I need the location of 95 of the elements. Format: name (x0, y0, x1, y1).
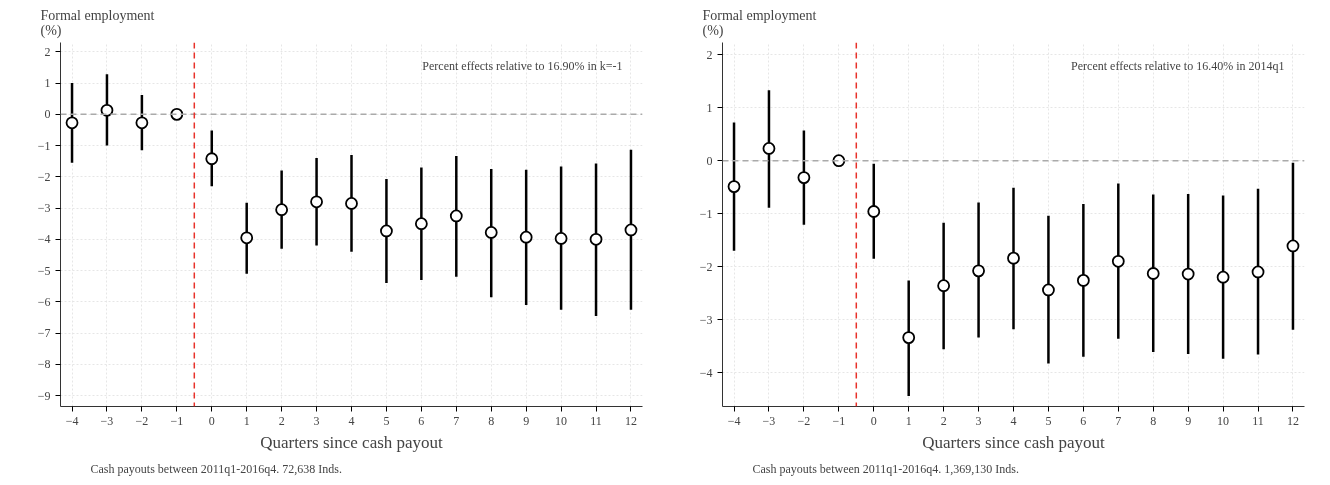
point (1146, 267, 1160, 280)
x-axis-title: Quarters since cash payout (922, 432, 1106, 452)
x-tick-label: 12 (624, 413, 637, 428)
x-tick-label: 3 (975, 413, 982, 428)
x-tick-label: 8 (1150, 413, 1157, 428)
point (762, 142, 776, 155)
y-tick-label: −5 (37, 263, 51, 278)
x-tick-label: 3 (313, 413, 320, 428)
x-tick-label: 1 (905, 413, 912, 428)
point (310, 195, 323, 209)
x-tick-label: −4 (727, 413, 741, 428)
point (484, 226, 498, 239)
x-tick-label: 5 (383, 413, 390, 428)
x-tick-label: 5 (1045, 413, 1052, 428)
y-tick-label: −6 (37, 294, 51, 309)
point (519, 230, 533, 244)
y-tick-label: −1 (699, 206, 713, 221)
y-tick-label: −3 (37, 201, 51, 216)
y-tick-label: 2 (44, 44, 51, 59)
annotation: Percent effects relative to 16.40% in 2014q1 (1071, 58, 1285, 73)
point (589, 232, 603, 246)
x-tick-label: 10 (1217, 413, 1230, 428)
x-tick-label: 6 (1080, 413, 1087, 428)
y-axis-title: Formal employment (%) (40, 7, 155, 39)
point (1007, 251, 1020, 265)
point (867, 205, 881, 218)
x-tick-label: 0 (208, 413, 215, 428)
y-tick-label: −4 (37, 232, 51, 247)
point (135, 116, 149, 130)
x-tick-label: −1 (170, 413, 184, 428)
y-tick-label: 0 (706, 153, 713, 168)
annotation: Percent effects relative to 16.90% in k=-1 (422, 58, 623, 73)
x-tick-label: −4 (65, 413, 79, 428)
x-tick-label: 0 (870, 413, 877, 428)
x-tick-label: −3 (762, 413, 776, 428)
text: Cash payouts between 2011q1-2016q4. 72,638 Inds. (90, 461, 343, 476)
point (1042, 283, 1055, 297)
point (414, 217, 428, 231)
point (1076, 274, 1090, 287)
point (972, 264, 985, 278)
x-tick-label: 7 (453, 413, 460, 428)
y-tick-label: −2 (37, 169, 51, 184)
x-tick-label: 6 (418, 413, 425, 428)
x-tick-label: 10 (555, 413, 568, 428)
y-tick-label: −3 (699, 312, 713, 327)
x-tick-label: 12 (1286, 413, 1299, 428)
point (205, 152, 219, 166)
text: Cash payouts between 2011q1-2016q4. 1,369,130 Inds. (752, 461, 1020, 476)
point (100, 103, 114, 117)
x-tick-label: 7 (1115, 413, 1122, 428)
point (449, 209, 463, 223)
x-tick-label: −2 (135, 413, 149, 428)
x-tick-label: 2 (940, 413, 947, 428)
y-tick-label: −4 (699, 365, 713, 380)
y-axis-title: Formal employment (%) (702, 7, 817, 39)
point (937, 279, 951, 293)
point (1251, 265, 1265, 279)
y-tick-label: −9 (37, 388, 51, 403)
point (1216, 270, 1230, 284)
point (624, 223, 638, 237)
x-tick-label: 9 (523, 413, 530, 428)
x-tick-label: 2 (278, 413, 285, 428)
x-tick-label: 1 (243, 413, 250, 428)
y-tick-label: −8 (37, 357, 51, 372)
y-tick-label: 1 (44, 76, 51, 91)
x-axis-title: Quarters since cash payout (260, 432, 444, 452)
point (797, 171, 811, 184)
point (554, 232, 568, 245)
point (275, 203, 289, 217)
x-tick-label: 4 (1010, 413, 1017, 428)
y-tick-label: 1 (706, 100, 713, 115)
point (380, 224, 393, 238)
x-tick-label: 4 (348, 413, 355, 428)
point (832, 154, 846, 168)
point (1286, 239, 1300, 253)
x-tick-label: 9 (1185, 413, 1192, 428)
x-tick-label: −1 (832, 413, 846, 428)
point (65, 116, 79, 130)
point (727, 180, 741, 194)
x-tick-label: −2 (797, 413, 811, 428)
x-tick-label: 11 (590, 413, 602, 428)
y-tick-label: −1 (37, 138, 51, 153)
y-tick-label: 2 (706, 47, 713, 62)
point (902, 331, 916, 345)
y-tick-label: −7 (37, 326, 51, 341)
point (1181, 267, 1195, 281)
y-tick-label: 0 (44, 107, 51, 122)
x-tick-label: 11 (1252, 413, 1264, 428)
x-tick-label: −3 (100, 413, 114, 428)
point (240, 231, 254, 245)
point (1111, 254, 1125, 268)
point (170, 107, 184, 121)
y-tick-label: −2 (699, 259, 713, 274)
x-tick-label: 8 (488, 413, 495, 428)
point (345, 197, 358, 210)
